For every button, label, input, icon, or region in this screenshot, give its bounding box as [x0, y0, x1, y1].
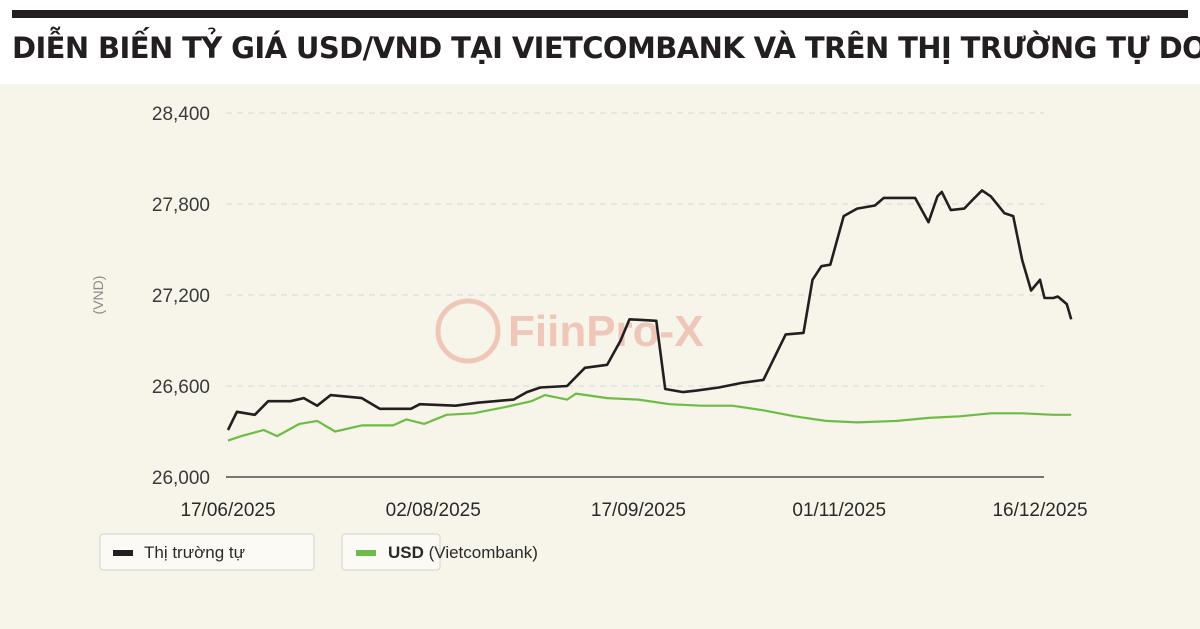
- legend-label-free-market: Thị trường tự: [144, 543, 245, 562]
- legend-label-vietcombank-rest: (Vietcombank): [424, 543, 538, 562]
- x-tick-label: 02/08/2025: [386, 500, 481, 521]
- y-tick-label: 26,600: [152, 377, 210, 398]
- legend-box-vietcombank: [341, 533, 441, 571]
- y-tick-label: 27,800: [152, 195, 210, 216]
- watermark-text: FiinPro-X: [508, 307, 704, 356]
- series-line-vietcombank: [227, 392, 1072, 442]
- series-line-free-market: [226, 189, 1073, 431]
- legend: Thị trường tự USD (Vietcombank): [99, 533, 538, 571]
- legend-label-vietcombank-bold: USD: [388, 543, 424, 562]
- legend-label-vietcombank: USD (Vietcombank): [388, 543, 538, 562]
- line-chart: FiinPro-X 26,000 26,600 27,200 27,800 28,400…: [90, 104, 1088, 571]
- watermark-logo-icon: [435, 298, 501, 364]
- page-title: DIỄN BIẾN TỶ GIÁ USD/VND TẠI VIETCOMBANK…: [12, 31, 1200, 65]
- y-tick-label: 26,000: [152, 468, 210, 489]
- y-tick-label: 27,200: [152, 286, 210, 307]
- legend-swatch-free-market: [113, 550, 133, 556]
- chart-panel: FiinPro-X 26,000 26,600 27,200 27,800 28,400…: [0, 84, 1200, 629]
- x-tick-label: 17/09/2025: [591, 500, 686, 521]
- y-axis-label: (VND): [90, 276, 106, 315]
- legend-box-free-market: [99, 533, 315, 571]
- legend-swatch-vietcombank: [356, 550, 376, 556]
- watermark: FiinPro-X: [435, 298, 704, 364]
- x-tick-label: 01/11/2025: [792, 500, 886, 521]
- top-rule: [12, 10, 1188, 18]
- x-tick-label: 17/06/2025: [180, 500, 275, 521]
- y-tick-label: 28,400: [152, 104, 210, 125]
- x-tick-label: 16/12/2025: [992, 500, 1087, 521]
